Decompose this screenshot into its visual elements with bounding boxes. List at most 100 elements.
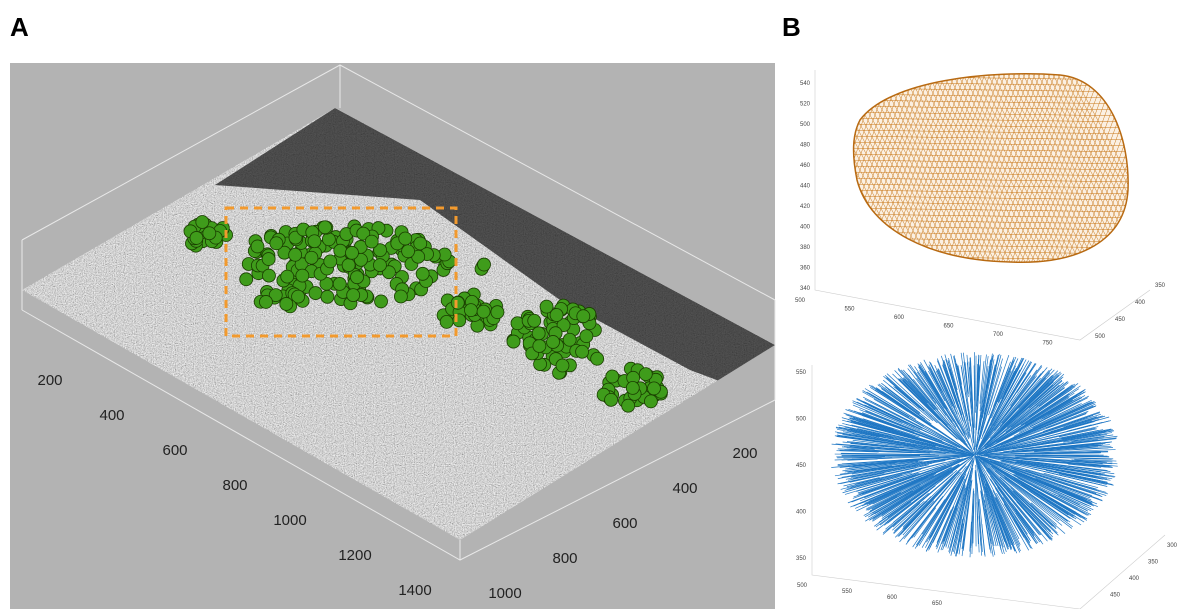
tick-label: 500 xyxy=(795,298,806,304)
cell xyxy=(270,237,283,250)
cell xyxy=(251,240,264,253)
cell xyxy=(259,295,272,308)
tick-label: 420 xyxy=(800,204,811,210)
cell xyxy=(375,295,388,308)
mesh-edge xyxy=(785,60,865,280)
x-tick-label: 200 xyxy=(37,372,62,389)
cell xyxy=(262,269,275,282)
tick-label: 450 xyxy=(1110,593,1121,599)
tick-label: 440 xyxy=(800,184,811,190)
cell xyxy=(333,277,346,290)
cell xyxy=(540,300,553,313)
cell xyxy=(373,259,386,272)
y-tick-label: 800 xyxy=(552,550,577,567)
tick-label: 500 xyxy=(1095,334,1106,340)
cell xyxy=(318,221,331,234)
cell xyxy=(309,287,322,300)
cell xyxy=(305,251,318,264)
tick-label: 380 xyxy=(800,245,811,251)
cell xyxy=(622,399,635,412)
y-tick-label: 400 xyxy=(672,480,697,497)
panel-label: A xyxy=(10,12,29,42)
tick-label: 750 xyxy=(1042,341,1053,347)
spike xyxy=(835,454,974,455)
cell xyxy=(478,258,491,271)
tick-label: 400 xyxy=(796,510,807,516)
cell xyxy=(528,314,541,327)
cell xyxy=(334,244,347,257)
cell xyxy=(605,393,618,406)
tick-label: 540 xyxy=(800,81,811,87)
cell xyxy=(563,333,576,346)
cell xyxy=(416,267,429,280)
cell xyxy=(606,370,619,383)
cell xyxy=(647,382,660,395)
cell xyxy=(321,290,334,303)
tick-label: 600 xyxy=(894,315,905,321)
cell xyxy=(626,381,639,394)
cell xyxy=(347,289,360,302)
cell xyxy=(533,339,546,352)
tick-label: 400 xyxy=(800,225,811,231)
x-tick-label: 1400 xyxy=(398,582,431,599)
cell xyxy=(464,304,477,317)
cell xyxy=(365,235,378,248)
tick-label: 650 xyxy=(943,324,954,330)
cell xyxy=(577,310,590,323)
y-tick-label: 600 xyxy=(612,515,637,532)
tick-label: 400 xyxy=(1135,300,1146,306)
cell xyxy=(644,395,657,408)
tick-label: 350 xyxy=(796,556,807,562)
cell xyxy=(281,270,294,283)
tick-label: 450 xyxy=(796,463,807,469)
panel-label: B xyxy=(782,12,801,42)
cell xyxy=(399,232,412,245)
cell xyxy=(394,290,407,303)
cell xyxy=(477,305,490,318)
cell xyxy=(511,317,524,330)
cell xyxy=(345,246,358,259)
tick-label: 500 xyxy=(800,122,811,128)
cell xyxy=(289,248,302,261)
cell xyxy=(203,227,216,240)
spike xyxy=(975,356,976,413)
cell xyxy=(507,335,520,348)
tick-label: 340 xyxy=(800,286,811,292)
cell xyxy=(262,253,275,266)
mesh-edge xyxy=(840,274,1140,278)
tick-label: 500 xyxy=(797,583,808,589)
x-tick-label: 1200 xyxy=(338,547,371,564)
y-tick-label: 1000 xyxy=(488,585,521,602)
tick-label: 650 xyxy=(932,601,943,607)
x-tick-label: 800 xyxy=(222,477,247,494)
mesh-edge xyxy=(770,60,850,280)
spike xyxy=(948,488,966,549)
cell xyxy=(440,315,453,328)
tick-label: 460 xyxy=(800,163,811,169)
cell xyxy=(280,297,293,310)
cell xyxy=(190,231,203,244)
cell xyxy=(591,352,604,365)
cell xyxy=(196,215,209,228)
mesh-edge xyxy=(840,262,1140,266)
cell xyxy=(402,245,415,258)
tick-label: 500 xyxy=(796,417,807,423)
x-tick-label: 400 xyxy=(99,407,124,424)
mesh-edge xyxy=(780,60,860,280)
y-tick-label: 200 xyxy=(732,445,757,462)
tick-label: 550 xyxy=(844,307,855,313)
mesh-edge xyxy=(840,70,1140,74)
cell xyxy=(308,235,321,248)
cell xyxy=(547,335,560,348)
tick-label: 350 xyxy=(1148,560,1159,566)
cell xyxy=(532,327,545,340)
tick-label: 520 xyxy=(800,102,811,108)
cell xyxy=(576,345,589,358)
cell xyxy=(240,273,253,286)
cell xyxy=(451,296,464,309)
cell xyxy=(491,306,504,319)
mesh-surface xyxy=(720,60,1179,280)
tick-label: 400 xyxy=(1129,576,1140,582)
tick-label: 700 xyxy=(993,332,1004,338)
figure: A B 200 400 600 800 1000 1200 1400 200 400 600 800… xyxy=(0,0,1179,609)
